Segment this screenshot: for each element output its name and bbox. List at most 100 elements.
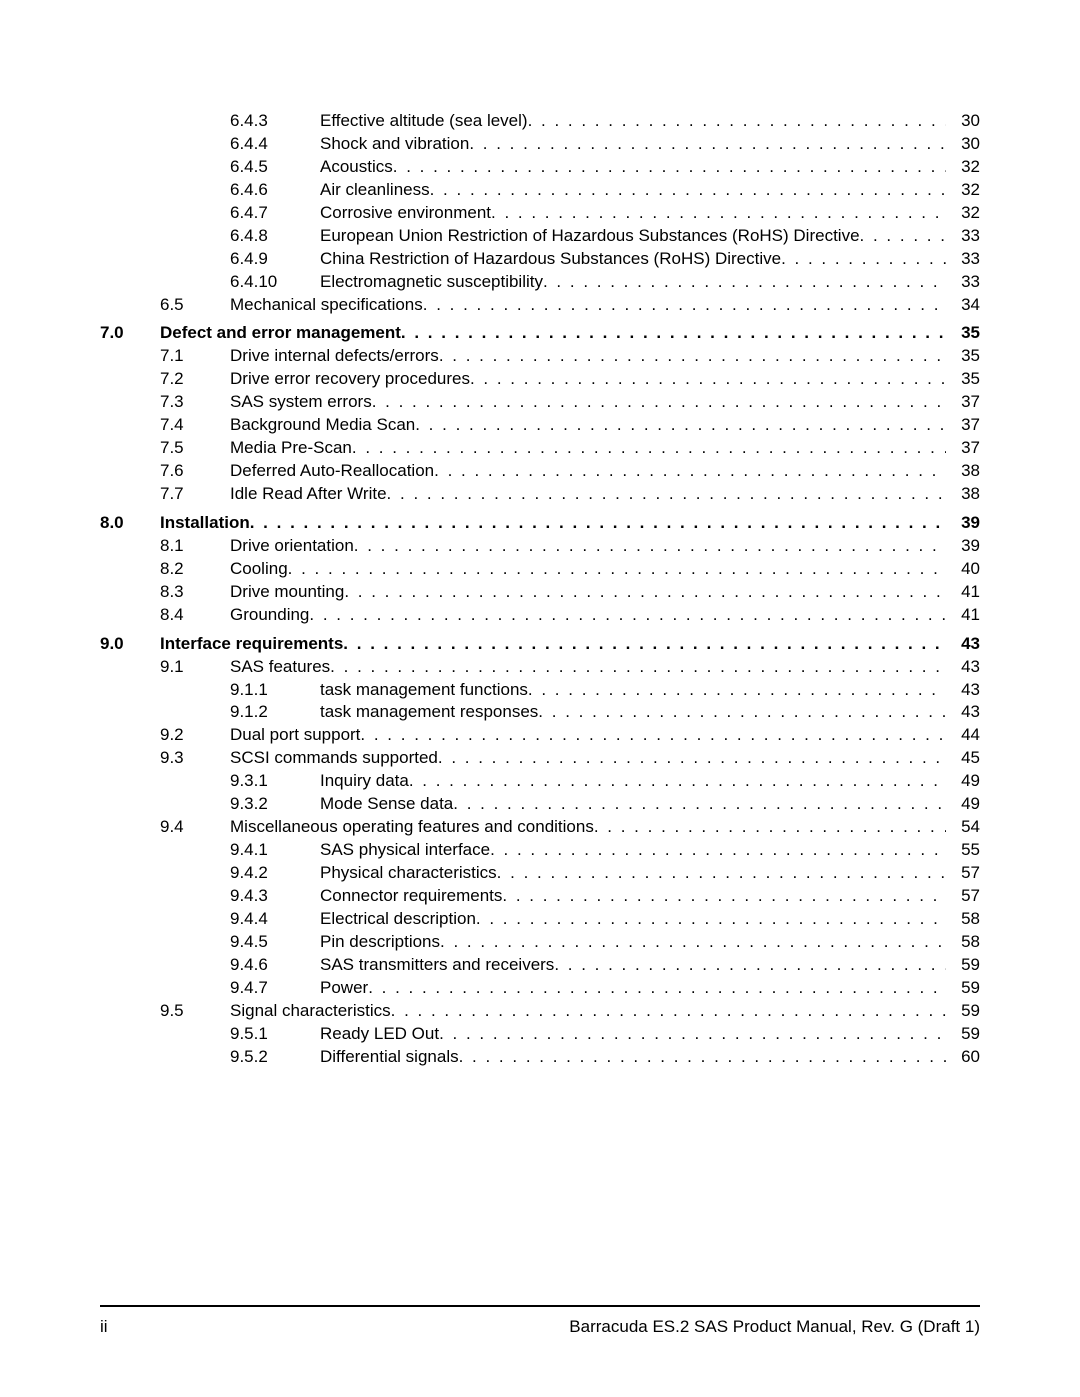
toc-leader	[423, 294, 946, 317]
toc-title: Differential signals	[320, 1046, 459, 1069]
toc-title: Signal characteristics	[230, 1000, 391, 1023]
toc-title: Miscellaneous operating features and con…	[230, 816, 594, 839]
toc-page-number: 37	[946, 414, 980, 437]
table-of-contents: 6.4.3Effective altitude (sea level)306.4…	[100, 110, 980, 1068]
toc-page-number: 32	[946, 202, 980, 225]
toc-title: Shock and vibration	[320, 133, 469, 156]
toc-number: 7.0	[100, 322, 160, 345]
toc-number: 9.4	[160, 816, 230, 839]
toc-leader	[409, 770, 946, 793]
toc-page-number: 30	[946, 133, 980, 156]
toc-row: 9.5Signal characteristics59	[100, 1000, 980, 1023]
toc-leader	[528, 110, 946, 133]
toc-title: Drive mounting	[230, 581, 344, 604]
toc-title: SAS transmitters and receivers	[320, 954, 554, 977]
toc-page-number: 60	[946, 1046, 980, 1069]
toc-row: 8.0Installation39	[100, 512, 980, 535]
toc-leader	[543, 271, 946, 294]
toc-title: task management functions	[320, 679, 528, 702]
toc-number: 9.0	[100, 633, 160, 656]
toc-page-number: 37	[946, 391, 980, 414]
toc-number: 6.4.3	[230, 110, 320, 133]
toc-row: 9.5.2Differential signals 60	[100, 1046, 980, 1069]
toc-row: 9.3.2Mode Sense data49	[100, 793, 980, 816]
toc-page-number: 33	[946, 225, 980, 248]
toc-page-number: 59	[946, 977, 980, 1000]
toc-page-number: 59	[946, 954, 980, 977]
toc-leader	[415, 414, 946, 437]
toc-number: 6.4.10	[230, 271, 320, 294]
toc-title: SAS system errors	[230, 391, 372, 414]
toc-leader	[372, 391, 946, 414]
toc-row: 9.4.1SAS physical interface55	[100, 839, 980, 862]
toc-row: 9.0Interface requirements43	[100, 633, 980, 656]
toc-row: 6.4.9China Restriction of Hazardous Subs…	[100, 248, 980, 271]
toc-row: 9.1.1task management functions43	[100, 679, 980, 702]
toc-number: 7.5	[160, 437, 230, 460]
toc-page-number: 39	[946, 535, 980, 558]
toc-leader	[440, 931, 946, 954]
toc-title: Drive error recovery procedures	[230, 368, 470, 391]
toc-number: 9.4.7	[230, 977, 320, 1000]
toc-title: Grounding	[230, 604, 309, 627]
toc-leader	[781, 248, 946, 271]
toc-leader	[430, 179, 946, 202]
toc-page-number: 57	[946, 885, 980, 908]
toc-page-number: 43	[946, 656, 980, 679]
toc-leader	[354, 535, 946, 558]
toc-page-number: 35	[946, 322, 980, 345]
toc-title: Interface requirements	[160, 633, 343, 656]
toc-title: SAS features	[230, 656, 330, 679]
toc-number: 9.5.2	[230, 1046, 320, 1069]
toc-leader	[538, 701, 946, 724]
toc-row: 6.4.4Shock and vibration30	[100, 133, 980, 156]
toc-leader	[393, 156, 946, 179]
toc-number: 7.4	[160, 414, 230, 437]
toc-leader	[439, 1023, 946, 1046]
toc-page-number: 57	[946, 862, 980, 885]
toc-leader	[438, 747, 946, 770]
toc-row: 6.4.5Acoustics32	[100, 156, 980, 179]
toc-title: Connector requirements	[320, 885, 502, 908]
toc-leader	[387, 483, 946, 506]
toc-number: 9.1.2	[230, 701, 320, 724]
toc-page-number: 38	[946, 460, 980, 483]
toc-title: Drive internal defects/errors	[230, 345, 439, 368]
toc-leader	[401, 322, 946, 345]
toc-page-number: 34	[946, 294, 980, 317]
toc-page-number: 59	[946, 1023, 980, 1046]
toc-row: 7.7Idle Read After Write38	[100, 483, 980, 506]
toc-title: Inquiry data	[320, 770, 409, 793]
toc-row: 9.1.2task management responses43	[100, 701, 980, 724]
toc-title: Physical characteristics	[320, 862, 497, 885]
toc-number: 9.3.1	[230, 770, 320, 793]
footer-line: ii Barracuda ES.2 SAS Product Manual, Re…	[100, 1317, 980, 1337]
toc-row: 6.4.6Air cleanliness32	[100, 179, 980, 202]
footer-doc-title: Barracuda ES.2 SAS Product Manual, Rev. …	[569, 1317, 980, 1337]
toc-row: 9.4.5Pin descriptions58	[100, 931, 980, 954]
toc-page-number: 41	[946, 604, 980, 627]
toc-title: Electrical description	[320, 908, 476, 931]
toc-title: Air cleanliness	[320, 179, 430, 202]
toc-page-number: 41	[946, 581, 980, 604]
toc-leader	[459, 1046, 946, 1069]
toc-title: SAS physical interface	[320, 839, 490, 862]
toc-number: 8.0	[100, 512, 160, 535]
toc-number: 6.4.8	[230, 225, 320, 248]
toc-page-number: 37	[946, 437, 980, 460]
toc-title: China Restriction of Hazardous Substance…	[320, 248, 781, 271]
toc-title: Power	[320, 977, 368, 1000]
toc-page-number: 40	[946, 558, 980, 581]
toc-number: 9.2	[160, 724, 230, 747]
toc-row: 7.3SAS system errors37	[100, 391, 980, 414]
toc-title: Corrosive environment	[320, 202, 491, 225]
toc-row: 8.4Grounding41	[100, 604, 980, 627]
toc-row: 9.5.1Ready LED Out59	[100, 1023, 980, 1046]
toc-number: 9.4.4	[230, 908, 320, 931]
toc-row: 9.1SAS features43	[100, 656, 980, 679]
toc-leader	[360, 724, 946, 747]
toc-number: 6.4.7	[230, 202, 320, 225]
toc-leader	[860, 225, 946, 248]
toc-title: Background Media Scan	[230, 414, 415, 437]
toc-row: 7.6Deferred Auto-Reallocation38	[100, 460, 980, 483]
